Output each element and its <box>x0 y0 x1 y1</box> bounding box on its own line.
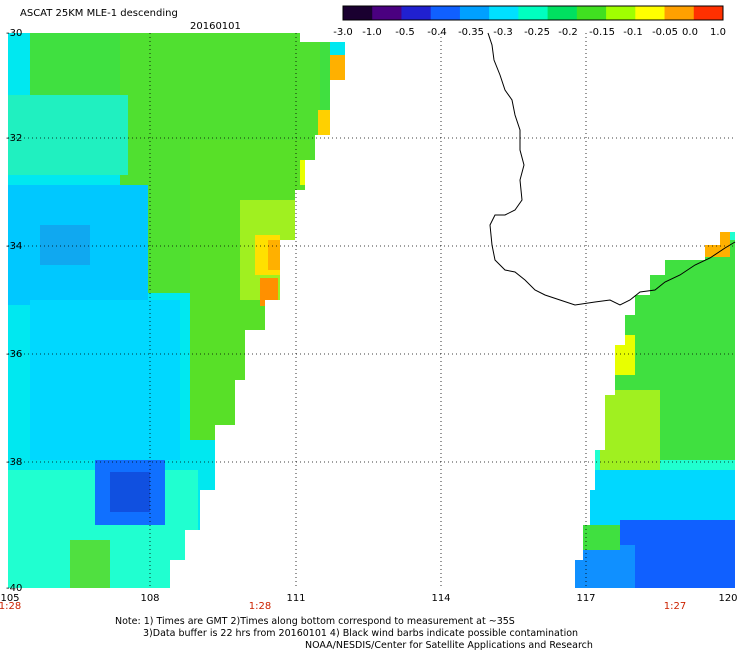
coastline <box>487 32 736 306</box>
colorbar-label: -0.35 <box>458 27 484 38</box>
colorbar-swatch <box>372 6 402 20</box>
swath-right <box>575 232 735 588</box>
lon-labels: 105 108 111 114 117 120 <box>0 593 737 604</box>
colorbar-label: -0.1 <box>623 27 643 38</box>
colorbar-labels: -3.0 -1.0 -0.5 -0.4 -0.35 -0.3 -0.25 -0.… <box>333 27 726 38</box>
product-title: ASCAT 25KM MLE-1 descending <box>20 8 178 19</box>
colorbar-label: -1.0 <box>362 27 382 38</box>
lat-label: -32 <box>6 133 22 144</box>
graticule <box>8 33 735 588</box>
lat-label: -30 <box>6 28 22 39</box>
lat-label: -38 <box>6 457 22 468</box>
lat-labels: -30 -32 -34 -36 -38 -40 <box>6 28 22 594</box>
footer-notes: Note: 1) Times are GMT 2)Times along bot… <box>115 616 593 650</box>
colorbar-label: -0.4 <box>427 27 447 38</box>
lat-label: -36 <box>6 349 22 360</box>
colorbar-swatch <box>343 6 373 20</box>
colorbar-swatch <box>606 6 636 20</box>
colorbar-swatch <box>664 6 695 20</box>
colorbar-swatches <box>343 6 724 20</box>
lon-label: 117 <box>576 593 595 604</box>
colorbar-frame <box>342 5 724 21</box>
lon-label: 120 <box>718 593 737 604</box>
lon-label: 114 <box>431 593 450 604</box>
swath-time-label: 1:28 <box>0 601 21 612</box>
colorbar-swatch <box>635 6 666 20</box>
colorbar-label: -0.05 <box>652 27 678 38</box>
colorbar-swatch <box>693 6 724 20</box>
lon-label: 105 <box>0 593 19 604</box>
colorbar-label: -0.15 <box>589 27 615 38</box>
colorbar-swatch <box>489 6 519 20</box>
credit-line: NOAA/NESDIS/Center for Satellite Applica… <box>305 640 593 650</box>
colorbar-label: 0.0 <box>682 27 698 38</box>
colorbar-label: -0.3 <box>493 27 513 38</box>
swath-time-label: 1:27 <box>664 601 686 612</box>
colorbar-swatch <box>401 6 432 20</box>
colorbar-label: -0.5 <box>395 27 415 38</box>
colorbar-swatch <box>430 6 461 20</box>
colorbar-label: -0.2 <box>558 27 578 38</box>
colorbar: -3.0 -1.0 -0.5 -0.4 -0.35 -0.3 -0.25 -0.… <box>333 5 726 38</box>
note-line-1: Note: 1) Times are GMT 2)Times along bot… <box>115 616 515 627</box>
colorbar-label: -0.25 <box>524 27 550 38</box>
lat-label: -40 <box>6 583 22 594</box>
product-date: 20160101 <box>190 21 241 32</box>
colorbar-swatch <box>459 6 490 20</box>
lon-label: 111 <box>286 593 305 604</box>
swath-left <box>8 33 345 588</box>
colorbar-label: 1.0 <box>710 27 726 38</box>
lon-label: 108 <box>140 593 159 604</box>
note-line-2: 3)Data buffer is 22 hrs from 20160101 4)… <box>143 628 578 639</box>
swath-time-labels: 1:28 1:28 1:27 <box>0 601 686 612</box>
colorbar-swatch <box>518 6 549 20</box>
colorbar-swatch <box>547 6 578 20</box>
lat-label: -34 <box>6 241 22 252</box>
colorbar-label: -3.0 <box>333 27 353 38</box>
colorbar-swatch <box>576 6 607 20</box>
map-panel: -30 -32 -34 -36 -38 -40 105 108 111 114 … <box>0 28 738 612</box>
swath-time-label: 1:28 <box>249 601 271 612</box>
